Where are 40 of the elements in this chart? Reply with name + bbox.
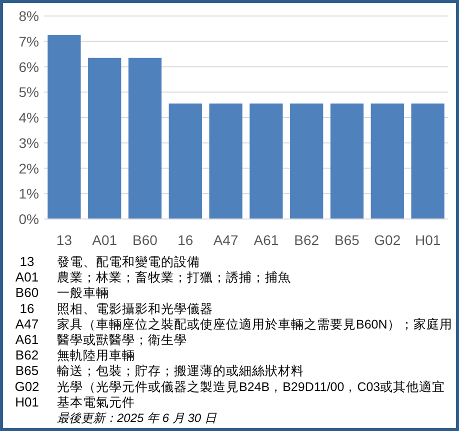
- y-tick-label: 2%: [18, 160, 39, 176]
- text: B65 輸送；包裝；貯存；搬運薄的或細絲狀材料: [15, 363, 304, 378]
- y-tick-label: 7%: [18, 33, 39, 50]
- bar: [48, 35, 81, 219]
- x-tick-label: H01: [414, 232, 441, 248]
- text: A01 農業；林業；畜牧業；打獵；誘捕；捕魚: [15, 270, 291, 285]
- x-tick-label: B65: [334, 232, 360, 248]
- bar: [209, 104, 242, 219]
- y-tick-label: 3%: [18, 134, 39, 151]
- bar: [330, 104, 364, 219]
- bar: [168, 104, 202, 219]
- text: B62 無軌陸用車輛: [15, 348, 135, 363]
- bar: [88, 58, 122, 219]
- x-tick-label: A61: [254, 232, 279, 248]
- bar: [370, 104, 404, 219]
- text: A61 醫學或獸醫學；衛生學: [15, 332, 187, 347]
- x-tick-label: A01: [92, 232, 118, 248]
- text: 最後更新：2025 年 6 月 30 日: [57, 411, 218, 425]
- text: A47 家具（車輛座位之裝配或使座位適用於車輛之需要見B60N）；家庭用: [15, 316, 452, 332]
- y-tick-label: 4%: [18, 110, 39, 126]
- x-tick-label: 16: [178, 232, 194, 248]
- y-tick-label: 1%: [18, 186, 39, 202]
- text: 16 照相、電影攝影和光學儀器: [20, 300, 213, 316]
- bar: [250, 104, 283, 219]
- y-tick-label: 6%: [18, 58, 39, 75]
- y-tick-label: 8%: [18, 8, 39, 24]
- text: 13 發電、配電和變電的設備: [20, 254, 200, 269]
- bar: [290, 104, 324, 219]
- x-tick-label: A47: [213, 232, 238, 248]
- text: G02 光學（光學元件或儀器之製造見B24B，B29D11/00，C03或其他適宜: [14, 378, 446, 394]
- x-tick-label: 13: [56, 232, 72, 248]
- x-tick-label: B60: [132, 232, 158, 248]
- text: B60 一般車輛: [15, 285, 109, 300]
- y-tick-label: 5%: [18, 84, 39, 100]
- y-tick-label: 0%: [18, 211, 39, 227]
- x-tick-label: B62: [294, 232, 320, 248]
- text: H01 基本電氣元件: [15, 394, 135, 410]
- bar: [411, 104, 444, 219]
- bar: [128, 58, 162, 219]
- x-tick-label: G02: [374, 232, 401, 248]
